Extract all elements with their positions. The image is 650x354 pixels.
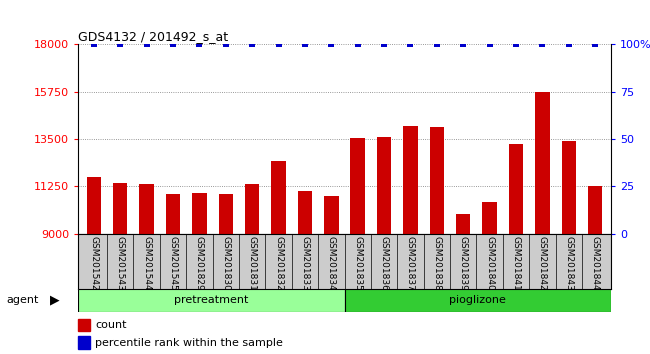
Bar <box>588 186 603 354</box>
Point <box>300 41 310 47</box>
Point <box>326 41 337 47</box>
Bar <box>192 193 207 354</box>
Text: pioglizone: pioglizone <box>449 295 506 305</box>
Bar <box>218 194 233 354</box>
Point <box>511 41 521 47</box>
Text: percentile rank within the sample: percentile rank within the sample <box>95 338 283 348</box>
Point <box>274 41 284 47</box>
Bar <box>350 138 365 354</box>
Text: GSM201543: GSM201543 <box>116 236 125 291</box>
Text: GSM201830: GSM201830 <box>221 236 230 291</box>
Text: GSM201831: GSM201831 <box>248 236 257 291</box>
Text: GSM201837: GSM201837 <box>406 236 415 291</box>
Point <box>432 41 442 47</box>
Text: GSM201833: GSM201833 <box>300 236 309 291</box>
Text: GSM201838: GSM201838 <box>432 236 441 291</box>
Text: GSM201832: GSM201832 <box>274 236 283 291</box>
Text: count: count <box>95 320 127 330</box>
Text: GSM201839: GSM201839 <box>459 236 468 291</box>
Bar <box>113 183 127 354</box>
Bar <box>78 319 90 331</box>
Point <box>168 41 178 47</box>
Bar <box>535 92 550 354</box>
Bar <box>86 177 101 354</box>
Text: GSM201834: GSM201834 <box>327 236 336 291</box>
Text: GDS4132 / 201492_s_at: GDS4132 / 201492_s_at <box>78 30 228 43</box>
Point <box>564 41 574 47</box>
FancyBboxPatch shape <box>78 289 344 312</box>
Bar <box>430 127 444 354</box>
Point <box>352 41 363 47</box>
Point <box>220 41 231 47</box>
Point <box>405 41 415 47</box>
Bar <box>509 144 523 354</box>
Bar <box>324 196 339 354</box>
Point <box>458 41 469 47</box>
Text: GSM201542: GSM201542 <box>89 236 98 291</box>
Point <box>379 41 389 47</box>
Text: GSM201841: GSM201841 <box>512 236 521 291</box>
Bar <box>377 137 391 354</box>
Point <box>88 41 99 47</box>
Point <box>247 41 257 47</box>
Text: pretreatment: pretreatment <box>174 295 248 305</box>
Point <box>115 41 125 47</box>
FancyBboxPatch shape <box>344 289 611 312</box>
Point <box>537 41 547 47</box>
Bar <box>482 202 497 354</box>
Bar <box>298 190 312 354</box>
Text: GSM201545: GSM201545 <box>168 236 177 291</box>
Point <box>484 41 495 47</box>
Text: GSM201844: GSM201844 <box>591 236 600 291</box>
Bar <box>166 194 180 354</box>
Text: agent: agent <box>6 295 39 305</box>
Bar <box>456 214 471 354</box>
Bar <box>271 161 286 354</box>
Point <box>590 41 601 47</box>
Text: GSM201840: GSM201840 <box>485 236 494 291</box>
Point <box>142 41 152 47</box>
Point <box>194 41 205 47</box>
Text: GSM201836: GSM201836 <box>380 236 389 291</box>
Text: ▶: ▶ <box>51 294 60 307</box>
Text: GSM201835: GSM201835 <box>353 236 362 291</box>
Bar <box>562 141 576 354</box>
Bar <box>139 184 154 354</box>
Bar <box>403 126 418 354</box>
Text: GSM201544: GSM201544 <box>142 236 151 291</box>
Bar <box>245 184 259 354</box>
Bar <box>78 336 90 349</box>
Text: GSM201843: GSM201843 <box>564 236 573 291</box>
Text: GSM201842: GSM201842 <box>538 236 547 291</box>
Text: GSM201829: GSM201829 <box>195 236 204 291</box>
